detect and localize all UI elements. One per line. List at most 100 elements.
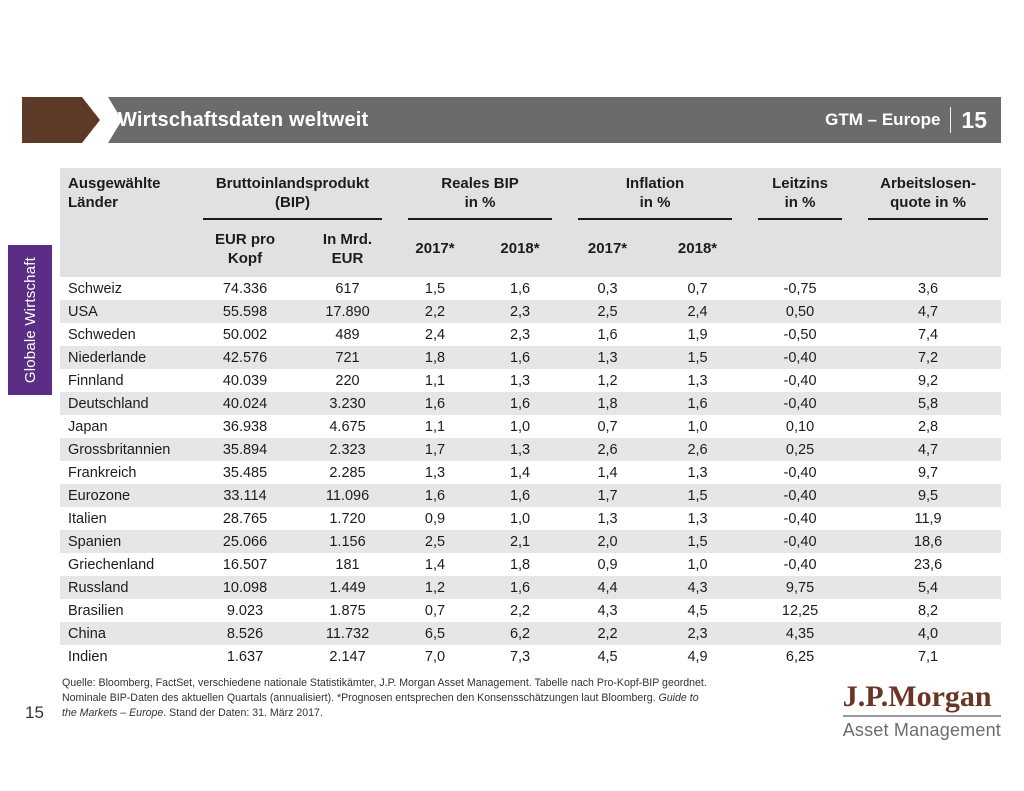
value-cell: 2.147 (329, 648, 366, 665)
value-cell: 1,8 (509, 556, 531, 573)
value-cell: 617 (335, 280, 360, 297)
value-cell: 6,25 (785, 648, 815, 665)
value-cell: 0,25 (785, 441, 815, 458)
value-cell: -0,40 (783, 349, 817, 366)
table-row: Deutschland 40.024 3.230 1,6 1,6 1,8 1,6 -0,40 5… (60, 392, 1002, 415)
value-cell: 9,5 (917, 487, 939, 504)
table-body: Schweiz 74.336 617 1,5 1,6 0,3 0,7 -0,75 3,6 USA 5… (60, 277, 1002, 668)
value-cell: 7,0 (424, 648, 446, 665)
header-page-number: 15 (961, 106, 987, 133)
value-cell: 721 (335, 349, 360, 366)
value-cell: 18,6 (913, 533, 943, 550)
table-row: Spanien 25.066 1.156 2,5 2,1 2,0 1,5 -0,40 18,6 (60, 530, 1002, 553)
table-sub-header-row: EUR pro Kopf In Mrd. EUR 2017* 2018* 201… (60, 222, 1001, 277)
value-cell: -0,40 (783, 395, 817, 412)
col-header-inflation-2017: 2017* (565, 222, 651, 277)
value-cell: 1,3 (687, 372, 708, 389)
value-cell: 4,9 (687, 648, 708, 665)
value-cell: 2,3 (509, 326, 531, 343)
col-group-inflation-label: Inflation in % (578, 168, 733, 220)
value-cell: 1,3 (509, 372, 531, 389)
section-tab-label: Globale Wirtschaft (21, 256, 39, 384)
country-cell: Brasilien (68, 602, 124, 619)
value-cell: 50.002 (222, 326, 268, 343)
country-cell: Japan (68, 418, 108, 435)
table-row: China 8.526 11.732 6,5 6,2 2,2 2,3 4,35 4,0 (60, 622, 1002, 645)
value-cell: 7,3 (509, 648, 531, 665)
source-date-text: . Stand der Daten: 31. März 2017. (163, 706, 323, 719)
value-cell: 1,6 (509, 579, 531, 596)
col-header-gdp-per-capita: EUR pro Kopf (190, 222, 300, 277)
country-cell: Schweden (68, 326, 136, 343)
value-cell: 8,2 (917, 602, 939, 619)
value-cell: 1,0 (509, 510, 531, 527)
value-cell: 1.449 (329, 579, 366, 596)
value-cell: 11.096 (325, 487, 370, 504)
value-cell: 2,3 (509, 303, 531, 320)
value-cell: 1,2 (424, 579, 446, 596)
country-cell: Niederlande (68, 349, 147, 366)
col-group-gdp: Bruttoinlandsprodukt (BIP) (190, 168, 396, 222)
value-cell: 1.875 (329, 602, 366, 619)
value-cell: -0,40 (783, 464, 817, 481)
value-cell: 1,3 (597, 349, 618, 366)
value-cell: 2,5 (597, 303, 618, 320)
value-cell: 1,0 (509, 418, 531, 435)
value-cell: 2.323 (329, 441, 366, 458)
col-group-real-gdp-label: Reales BIP in % (408, 168, 553, 220)
value-cell: 1,0 (687, 556, 708, 573)
slide-header: Wirtschaftsdaten weltweit GTM – Europe 1… (22, 97, 1001, 143)
value-cell: 9,7 (917, 464, 939, 481)
value-cell: -0,40 (783, 533, 817, 550)
value-cell: 11.732 (325, 625, 370, 642)
value-cell: 0,10 (785, 418, 815, 435)
value-cell: 2.285 (329, 464, 366, 481)
value-cell: 6,5 (424, 625, 446, 642)
table-group-header-row: Ausgewählte Länder Bruttoinlandsprodukt … (60, 168, 1002, 277)
value-cell: 9,75 (785, 579, 815, 596)
economic-data-table: Ausgewählte Länder Bruttoinlandsprodukt … (60, 168, 1002, 668)
source-footnote: Quelle: Bloomberg, FactSet, verschiedene… (62, 676, 710, 720)
header-bar (108, 97, 1001, 143)
value-cell: 7,1 (917, 648, 939, 665)
value-cell: 2,4 (424, 326, 446, 343)
country-cell: Indien (68, 648, 108, 665)
col-group-policy-rate-label: Leitzins in % (758, 168, 843, 220)
country-cell: Schweiz (68, 280, 122, 297)
table-row: Japan 36.938 4.675 1,1 1,0 0,7 1,0 0,10 2,8 (60, 415, 1001, 438)
value-cell: 12,25 (781, 602, 819, 619)
table-row: Schweiz 74.336 617 1,5 1,6 0,3 0,7 -0,75 3,6 (60, 277, 1001, 300)
value-cell: 1,5 (424, 280, 446, 297)
header-divider (950, 107, 952, 133)
value-cell: 23,6 (913, 556, 943, 573)
value-cell: 4.675 (329, 418, 366, 435)
table-row: Indien 1.637 2.147 7,0 7,3 4,5 4,9 6,25 7,1 (60, 645, 1001, 668)
value-cell: -0,40 (783, 510, 817, 527)
table-row: Brasilien 9.023 1.875 0,7 2,2 4,3 4,5 12,25 8,2 (60, 599, 1001, 622)
value-cell: 1,6 (597, 326, 618, 343)
value-cell: 1,4 (509, 464, 531, 481)
value-cell: 2,2 (597, 625, 618, 642)
value-cell: 11,9 (914, 510, 942, 527)
value-cell: 1,9 (687, 326, 708, 343)
value-cell: 4,4 (597, 579, 618, 596)
value-cell: 0,7 (597, 418, 618, 435)
jpmorgan-logo: J.P.Morgan Asset Management (842, 682, 1001, 741)
table-row: Niederlande 42.576 721 1,8 1,6 1,3 1,5 -0,40 7,2 (60, 346, 1002, 369)
value-cell: 3.230 (329, 395, 366, 412)
value-cell: 4,7 (917, 441, 939, 458)
value-cell: 1.637 (226, 648, 264, 665)
value-cell: 4,0 (917, 625, 939, 642)
table-row: Finnland 40.039 220 1,1 1,3 1,2 1,3 -0,40 9,2 (60, 369, 1001, 392)
country-cell: USA (68, 303, 98, 320)
col-group-gdp-label: Bruttoinlandsprodukt (BIP) (203, 168, 383, 220)
value-cell: 1,6 (424, 395, 446, 412)
value-cell: 35.485 (222, 464, 268, 481)
table-row: Italien 28.765 1.720 0,9 1,0 1,3 1,3 -0,40 11,9 (60, 507, 1001, 530)
value-cell: 0,9 (597, 556, 618, 573)
country-cell: Grossbritannien (68, 441, 171, 458)
value-cell: 0,50 (785, 303, 815, 320)
value-cell: 6,2 (509, 625, 531, 642)
value-cell: 1,5 (687, 487, 708, 504)
